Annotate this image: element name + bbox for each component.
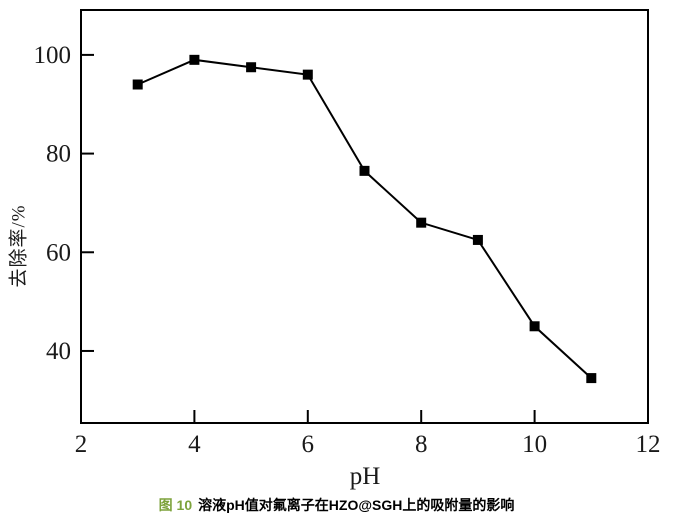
line-chart: 2 4 6 8 10 12 40 60 80 100 [34,9,661,458]
y-tick-label: 60 [46,239,71,266]
x-tick-label: 8 [415,431,428,458]
x-tick-label: 2 [75,431,88,458]
y-tick-label: 100 [34,42,72,69]
figure-caption-text: 溶液pH值对氟离子在HZO@SGH上的吸附量的影响 [198,497,515,513]
y-axis-title: 去除率/% [8,204,30,288]
x-tick-label: 10 [522,431,547,458]
data-point [416,217,427,228]
data-point [529,321,540,332]
plot-border [80,9,649,424]
series-line [137,58,592,379]
x-tick-label: 4 [188,431,201,458]
y-tick-label: 40 [46,338,71,365]
data-point [359,165,370,176]
data-point [132,79,143,90]
data-point [586,373,597,384]
y-tick-label: 80 [46,141,71,168]
data-point [246,62,257,73]
data-point [189,54,200,65]
data-point [472,234,483,245]
data-point [302,69,313,80]
x-tick-label: 12 [636,431,661,458]
figure-caption-label: 图 10 [158,497,193,513]
x-axis-title: pH [349,463,381,490]
x-tick-label: 6 [302,431,315,458]
figure-caption: 图 10 溶液pH值对氟离子在HZO@SGH上的吸附量的影响 [0,495,673,515]
